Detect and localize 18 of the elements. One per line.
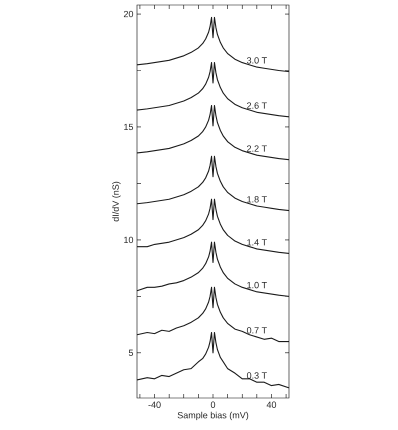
series-label: 2.2 T [247,145,267,152]
y-tick-label: 15 [124,124,134,130]
series-label: 1.8 T [247,196,267,202]
series-label: 3.0 T [246,57,267,64]
series-label: 1.4 T [247,239,267,246]
series-label: 0.3 T [246,372,267,379]
x-tick-label: -40 [148,402,161,408]
series-label: 0.7 T [246,327,267,334]
x-tick-label: 0 [210,402,216,408]
x-axis-title: Sample bias (mV) [178,412,248,420]
series-label: 1.0 T [247,282,267,288]
y-tick-label: 10 [124,236,134,244]
y-tick-label: 20 [124,10,134,18]
y-tick-label: 5 [128,350,134,356]
x-tick-label: 40 [266,402,276,408]
series-label: 2.6 T [247,102,267,109]
line-series [136,156,290,212]
y-axis-title: dI/dV (nS) [112,182,121,222]
